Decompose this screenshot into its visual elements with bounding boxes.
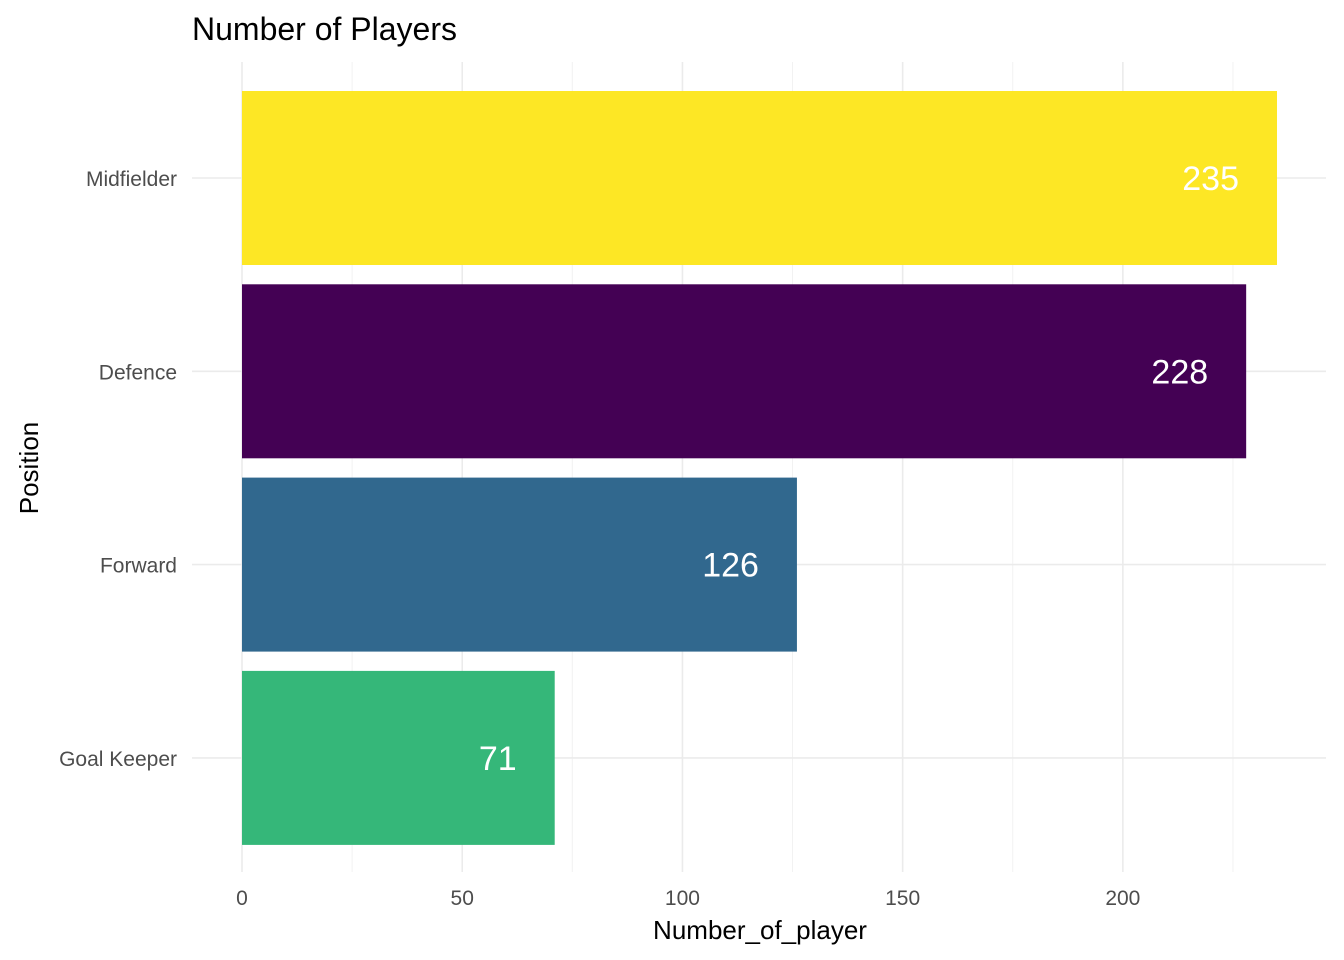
- x-tick-label: 0: [236, 887, 248, 910]
- x-tick-label: 200: [1105, 887, 1140, 910]
- x-tick-label: 100: [665, 887, 700, 910]
- bar-value-label: 71: [479, 740, 517, 778]
- y-tick-label: Goal Keeper: [59, 748, 177, 771]
- bar-value-label: 235: [1182, 160, 1239, 198]
- bar-defence: [242, 284, 1247, 459]
- x-tick-label: 150: [885, 887, 920, 910]
- bar-value-label: 228: [1151, 353, 1208, 391]
- chart-title: Number of Players: [192, 11, 457, 47]
- x-axis-title: Number_of_player: [653, 915, 867, 945]
- y-tick-label: Midfielder: [86, 168, 177, 191]
- bars: [242, 91, 1277, 845]
- y-axis-title: Position: [14, 422, 44, 515]
- bar-value-label: 126: [702, 547, 759, 585]
- y-tick-label: Forward: [100, 555, 177, 578]
- bar-goal-keeper: [242, 670, 555, 845]
- y-axis-ticks: Midfielder Defence Forward Goal Keeper: [59, 168, 177, 771]
- y-tick-label: Defence: [99, 361, 177, 384]
- data-labels: 235 228 126 71: [479, 160, 1239, 778]
- bar-midfielder: [242, 91, 1277, 265]
- x-axis-ticks: 0 50 100 150 200: [236, 887, 1140, 910]
- x-tick-label: 50: [451, 887, 474, 910]
- bar-forward: [242, 477, 797, 652]
